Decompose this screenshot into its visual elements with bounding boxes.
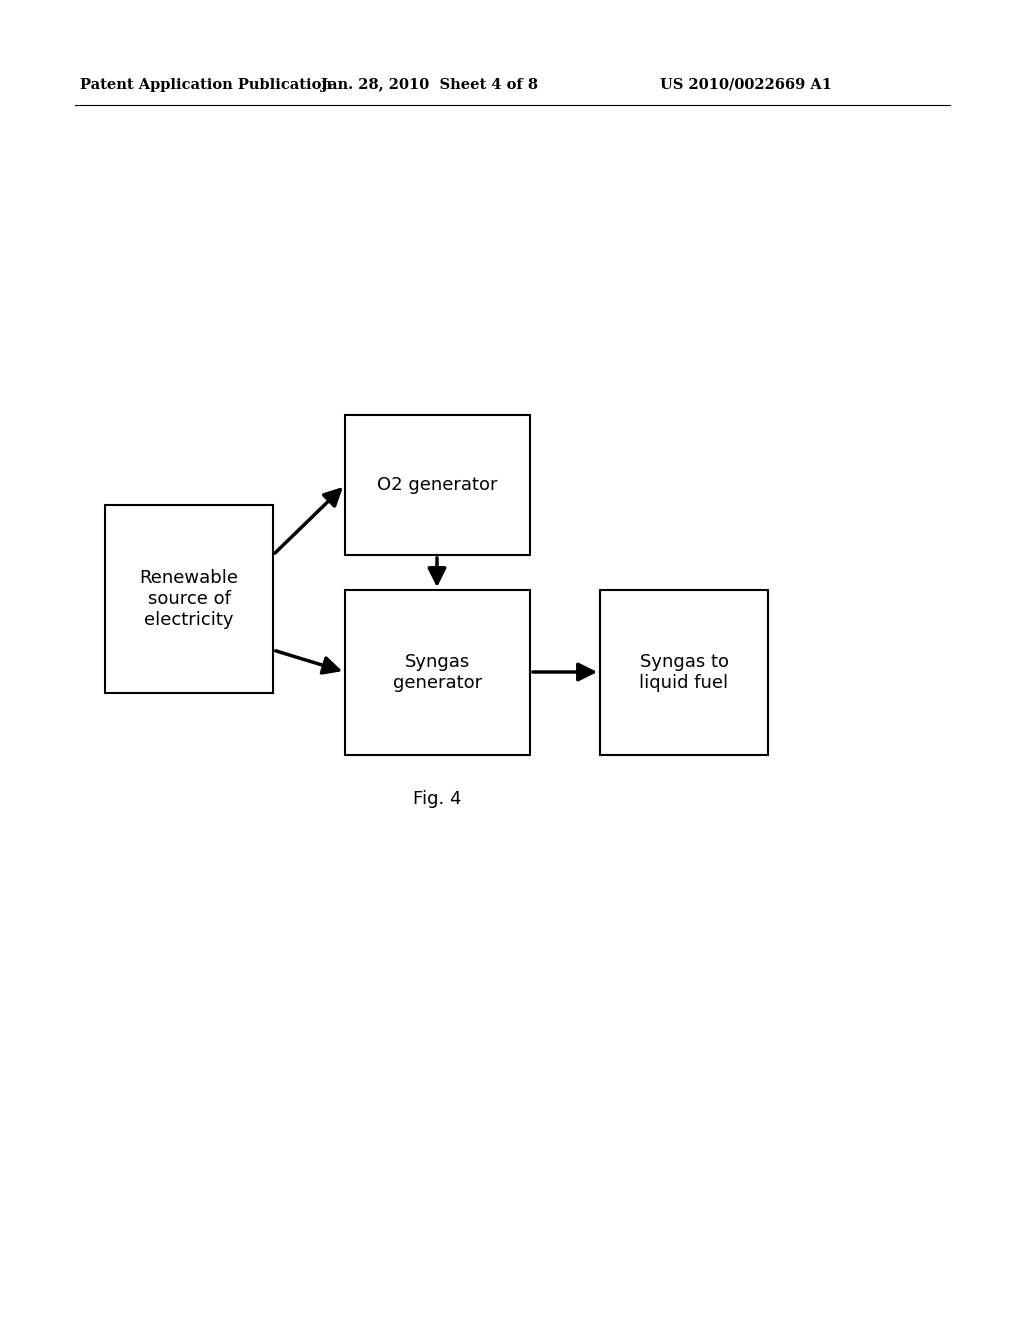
Bar xyxy=(345,590,530,755)
Bar xyxy=(345,414,530,554)
Text: Fig. 4: Fig. 4 xyxy=(413,789,461,808)
Text: US 2010/0022669 A1: US 2010/0022669 A1 xyxy=(660,78,831,92)
Text: Renewable
source of
electricity: Renewable source of electricity xyxy=(139,569,239,628)
Bar xyxy=(600,590,768,755)
Text: Patent Application Publication: Patent Application Publication xyxy=(80,78,332,92)
Text: O2 generator: O2 generator xyxy=(377,477,498,494)
Bar xyxy=(105,506,273,693)
Text: Jan. 28, 2010  Sheet 4 of 8: Jan. 28, 2010 Sheet 4 of 8 xyxy=(322,78,539,92)
Text: Syngas
generator: Syngas generator xyxy=(393,653,482,692)
Text: Syngas to
liquid fuel: Syngas to liquid fuel xyxy=(639,653,728,692)
